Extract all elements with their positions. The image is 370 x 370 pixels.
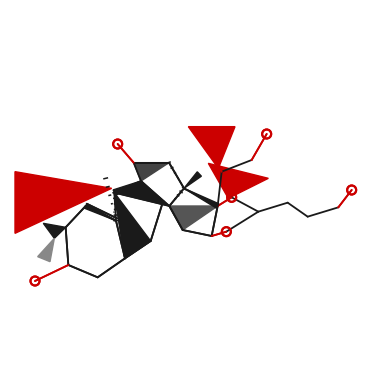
Polygon shape <box>43 223 65 238</box>
Polygon shape <box>85 204 116 221</box>
Polygon shape <box>38 238 54 262</box>
Polygon shape <box>184 172 201 188</box>
Polygon shape <box>208 163 268 198</box>
Polygon shape <box>184 188 219 208</box>
Polygon shape <box>188 127 235 168</box>
Polygon shape <box>169 206 218 230</box>
Polygon shape <box>114 181 169 206</box>
Polygon shape <box>15 172 112 233</box>
Polygon shape <box>114 193 151 258</box>
Polygon shape <box>134 163 169 181</box>
Polygon shape <box>113 181 141 195</box>
